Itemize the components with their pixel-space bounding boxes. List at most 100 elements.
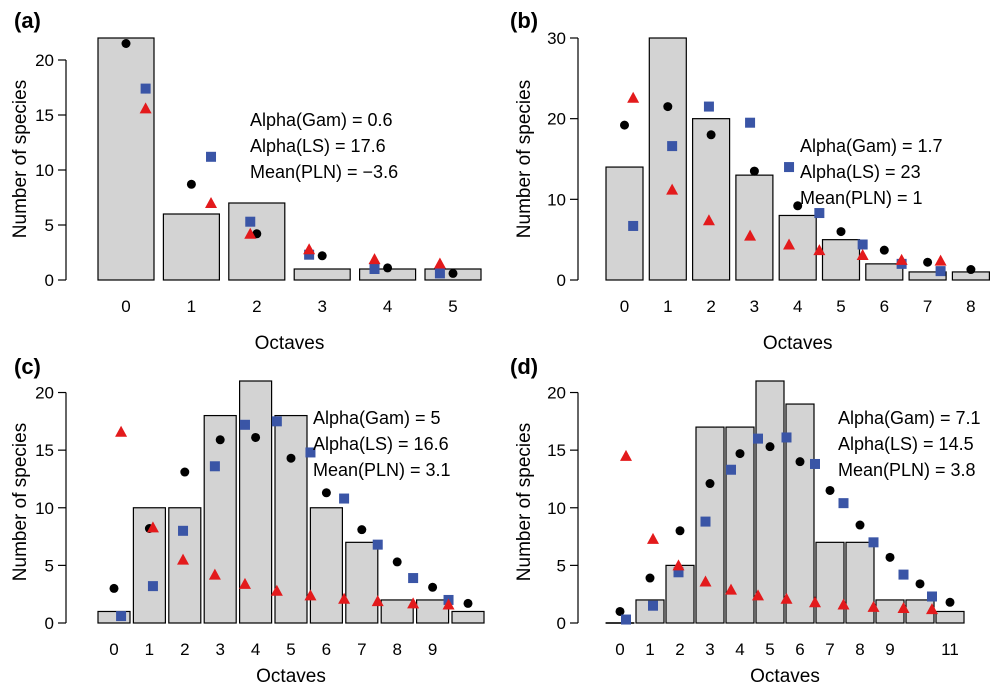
- point-ls: [700, 516, 711, 527]
- y-tick-label: 0: [45, 271, 54, 290]
- point-gam: [383, 263, 393, 273]
- point-ls: [898, 569, 909, 580]
- x-tick-label: 4: [251, 640, 260, 659]
- bar: [97, 37, 155, 281]
- x-tick-label: 5: [448, 297, 457, 316]
- point-pln: [205, 197, 218, 208]
- y-tick-label: 5: [45, 216, 54, 235]
- point-pln: [744, 229, 757, 241]
- x-tick-label: 1: [645, 640, 654, 659]
- y-tick-label: 15: [35, 106, 54, 125]
- point-gam: [620, 120, 629, 130]
- point-ls: [784, 162, 795, 173]
- x-tick-label: 9: [428, 640, 437, 659]
- point-pln: [238, 577, 251, 589]
- x-tick-label: 7: [825, 640, 834, 659]
- point-pln: [666, 183, 679, 195]
- y-axis-label: Number of species: [10, 80, 31, 238]
- x-tick-label: 1: [145, 640, 154, 659]
- point-ls: [927, 591, 937, 602]
- x-axis-label: Octaves: [256, 666, 326, 687]
- point-gam: [825, 485, 835, 495]
- point-pln: [897, 602, 910, 614]
- bar: [293, 268, 351, 281]
- point-pln: [270, 584, 283, 596]
- point-pln: [368, 253, 381, 265]
- bar: [168, 507, 202, 624]
- point-ls: [206, 151, 217, 162]
- point-gam: [855, 520, 865, 530]
- x-tick-label: 4: [383, 297, 392, 316]
- x-tick-label: 3: [705, 640, 714, 659]
- bar: [345, 541, 379, 624]
- stat-label: Alpha(LS) = 16.6: [313, 434, 449, 454]
- stat-label: Alpha(Gam) = 1.7: [800, 136, 943, 156]
- bar: [908, 271, 947, 281]
- x-axis-label: Octaves: [763, 333, 833, 354]
- x-tick-label: 2: [706, 297, 715, 316]
- bar: [228, 202, 286, 281]
- point-ls: [857, 239, 868, 250]
- panel-b: 0 10 20 30 0 1 2 3 4 5 6 7 8 Octaves Number of species…: [510, 8, 991, 354]
- x-tick-label: 6: [795, 640, 804, 659]
- bar: [274, 414, 308, 624]
- point-pln: [620, 449, 632, 461]
- point-gam: [357, 525, 367, 535]
- point-pln: [783, 238, 796, 250]
- point-gam: [251, 432, 261, 442]
- point-pln: [672, 559, 685, 571]
- point-pln: [867, 600, 880, 612]
- bar: [935, 610, 965, 624]
- x-tick-label: 5: [286, 640, 295, 659]
- point-pln: [895, 253, 908, 265]
- point-pln: [752, 589, 764, 601]
- point-ls: [140, 83, 151, 94]
- panel-label: (d): [510, 354, 538, 379]
- point-pln: [244, 227, 257, 239]
- x-tick-label: 0: [615, 640, 624, 659]
- point-pln: [115, 425, 128, 437]
- stat-label: Mean(PLN) = −3.6: [250, 162, 398, 182]
- x-tick-label: 3: [750, 297, 759, 316]
- point-ls: [209, 461, 220, 472]
- point-pln: [146, 521, 159, 533]
- y-tick-label: 5: [557, 556, 566, 575]
- point-ls: [178, 525, 189, 536]
- panel-a: 0 5 10 15 20 0 1 2 3 4 5 Octaves Number of species (a…: [10, 8, 482, 354]
- x-tick-label: 11: [941, 640, 959, 659]
- stat-label: Mean(PLN) = 3.8: [838, 460, 976, 480]
- stat-label: Alpha(Gam) = 7.1: [838, 408, 981, 428]
- point-pln: [627, 91, 640, 103]
- x-tick-label: 6: [880, 297, 889, 316]
- point-pln: [725, 583, 737, 595]
- x-tick-label: 8: [392, 640, 401, 659]
- y-tick-label: 10: [547, 499, 566, 518]
- bar: [162, 213, 220, 281]
- point-gam: [392, 557, 402, 567]
- y-tick-label: 0: [45, 614, 54, 633]
- point-gam: [966, 265, 976, 275]
- bar: [821, 239, 861, 281]
- point-pln: [208, 568, 221, 580]
- point-ls: [753, 433, 763, 444]
- point-pln: [407, 597, 420, 609]
- y-tick-label: 20: [35, 51, 54, 70]
- stat-label: Alpha(LS) = 17.6: [250, 136, 386, 156]
- point-gam: [663, 102, 673, 112]
- point-pln: [837, 598, 850, 610]
- stat-label: Alpha(LS) = 23: [800, 162, 921, 182]
- stat-label: Alpha(Gam) = 5: [313, 408, 441, 428]
- bar: [648, 37, 687, 281]
- panel-d: 0 5 10 15 20 0 1 2 3 4 5 6 7 8 9 11 Octaves Number of spe…: [510, 354, 981, 687]
- y-tick-label: 30: [547, 29, 566, 48]
- point-ls: [369, 264, 380, 274]
- point-ls: [271, 416, 282, 427]
- y-axis-label: Number of species: [10, 423, 31, 581]
- point-ls: [726, 464, 736, 475]
- x-tick-label: 2: [675, 640, 684, 659]
- bar: [735, 174, 774, 281]
- point-gam: [705, 479, 715, 489]
- point-ls: [781, 432, 792, 443]
- x-tick-label: 4: [793, 297, 802, 316]
- point-gam: [321, 488, 331, 498]
